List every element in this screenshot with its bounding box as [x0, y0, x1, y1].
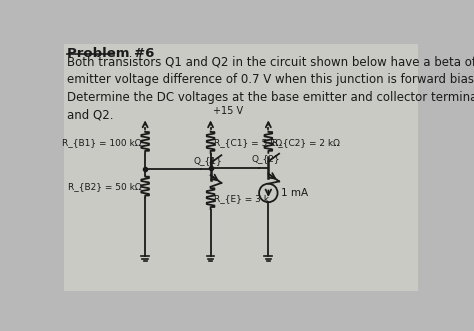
FancyBboxPatch shape — [64, 44, 419, 291]
Text: Q_{1}: Q_{1} — [194, 156, 222, 165]
Text: Q_{2}: Q_{2} — [251, 154, 280, 164]
Text: R_{C2} = 2 kΩ: R_{C2} = 2 kΩ — [272, 138, 340, 147]
Text: R_{E} = 3 k: R_{E} = 3 k — [214, 194, 269, 203]
Text: +15 V: +15 V — [213, 106, 243, 116]
Text: R_{B2} = 50 kΩ: R_{B2} = 50 kΩ — [68, 182, 141, 191]
Text: R_{B1} = 100 kΩ: R_{B1} = 100 kΩ — [62, 138, 141, 147]
Text: 1 mA: 1 mA — [281, 188, 308, 198]
Text: Both transistors Q1 and Q2 in the circuit shown below have a beta of 100 and bas: Both transistors Q1 and Q2 in the circui… — [66, 56, 474, 121]
Text: Problem #6: Problem #6 — [66, 47, 154, 60]
Text: R_{C1} = 5 kΩ: R_{C1} = 5 kΩ — [214, 138, 283, 147]
